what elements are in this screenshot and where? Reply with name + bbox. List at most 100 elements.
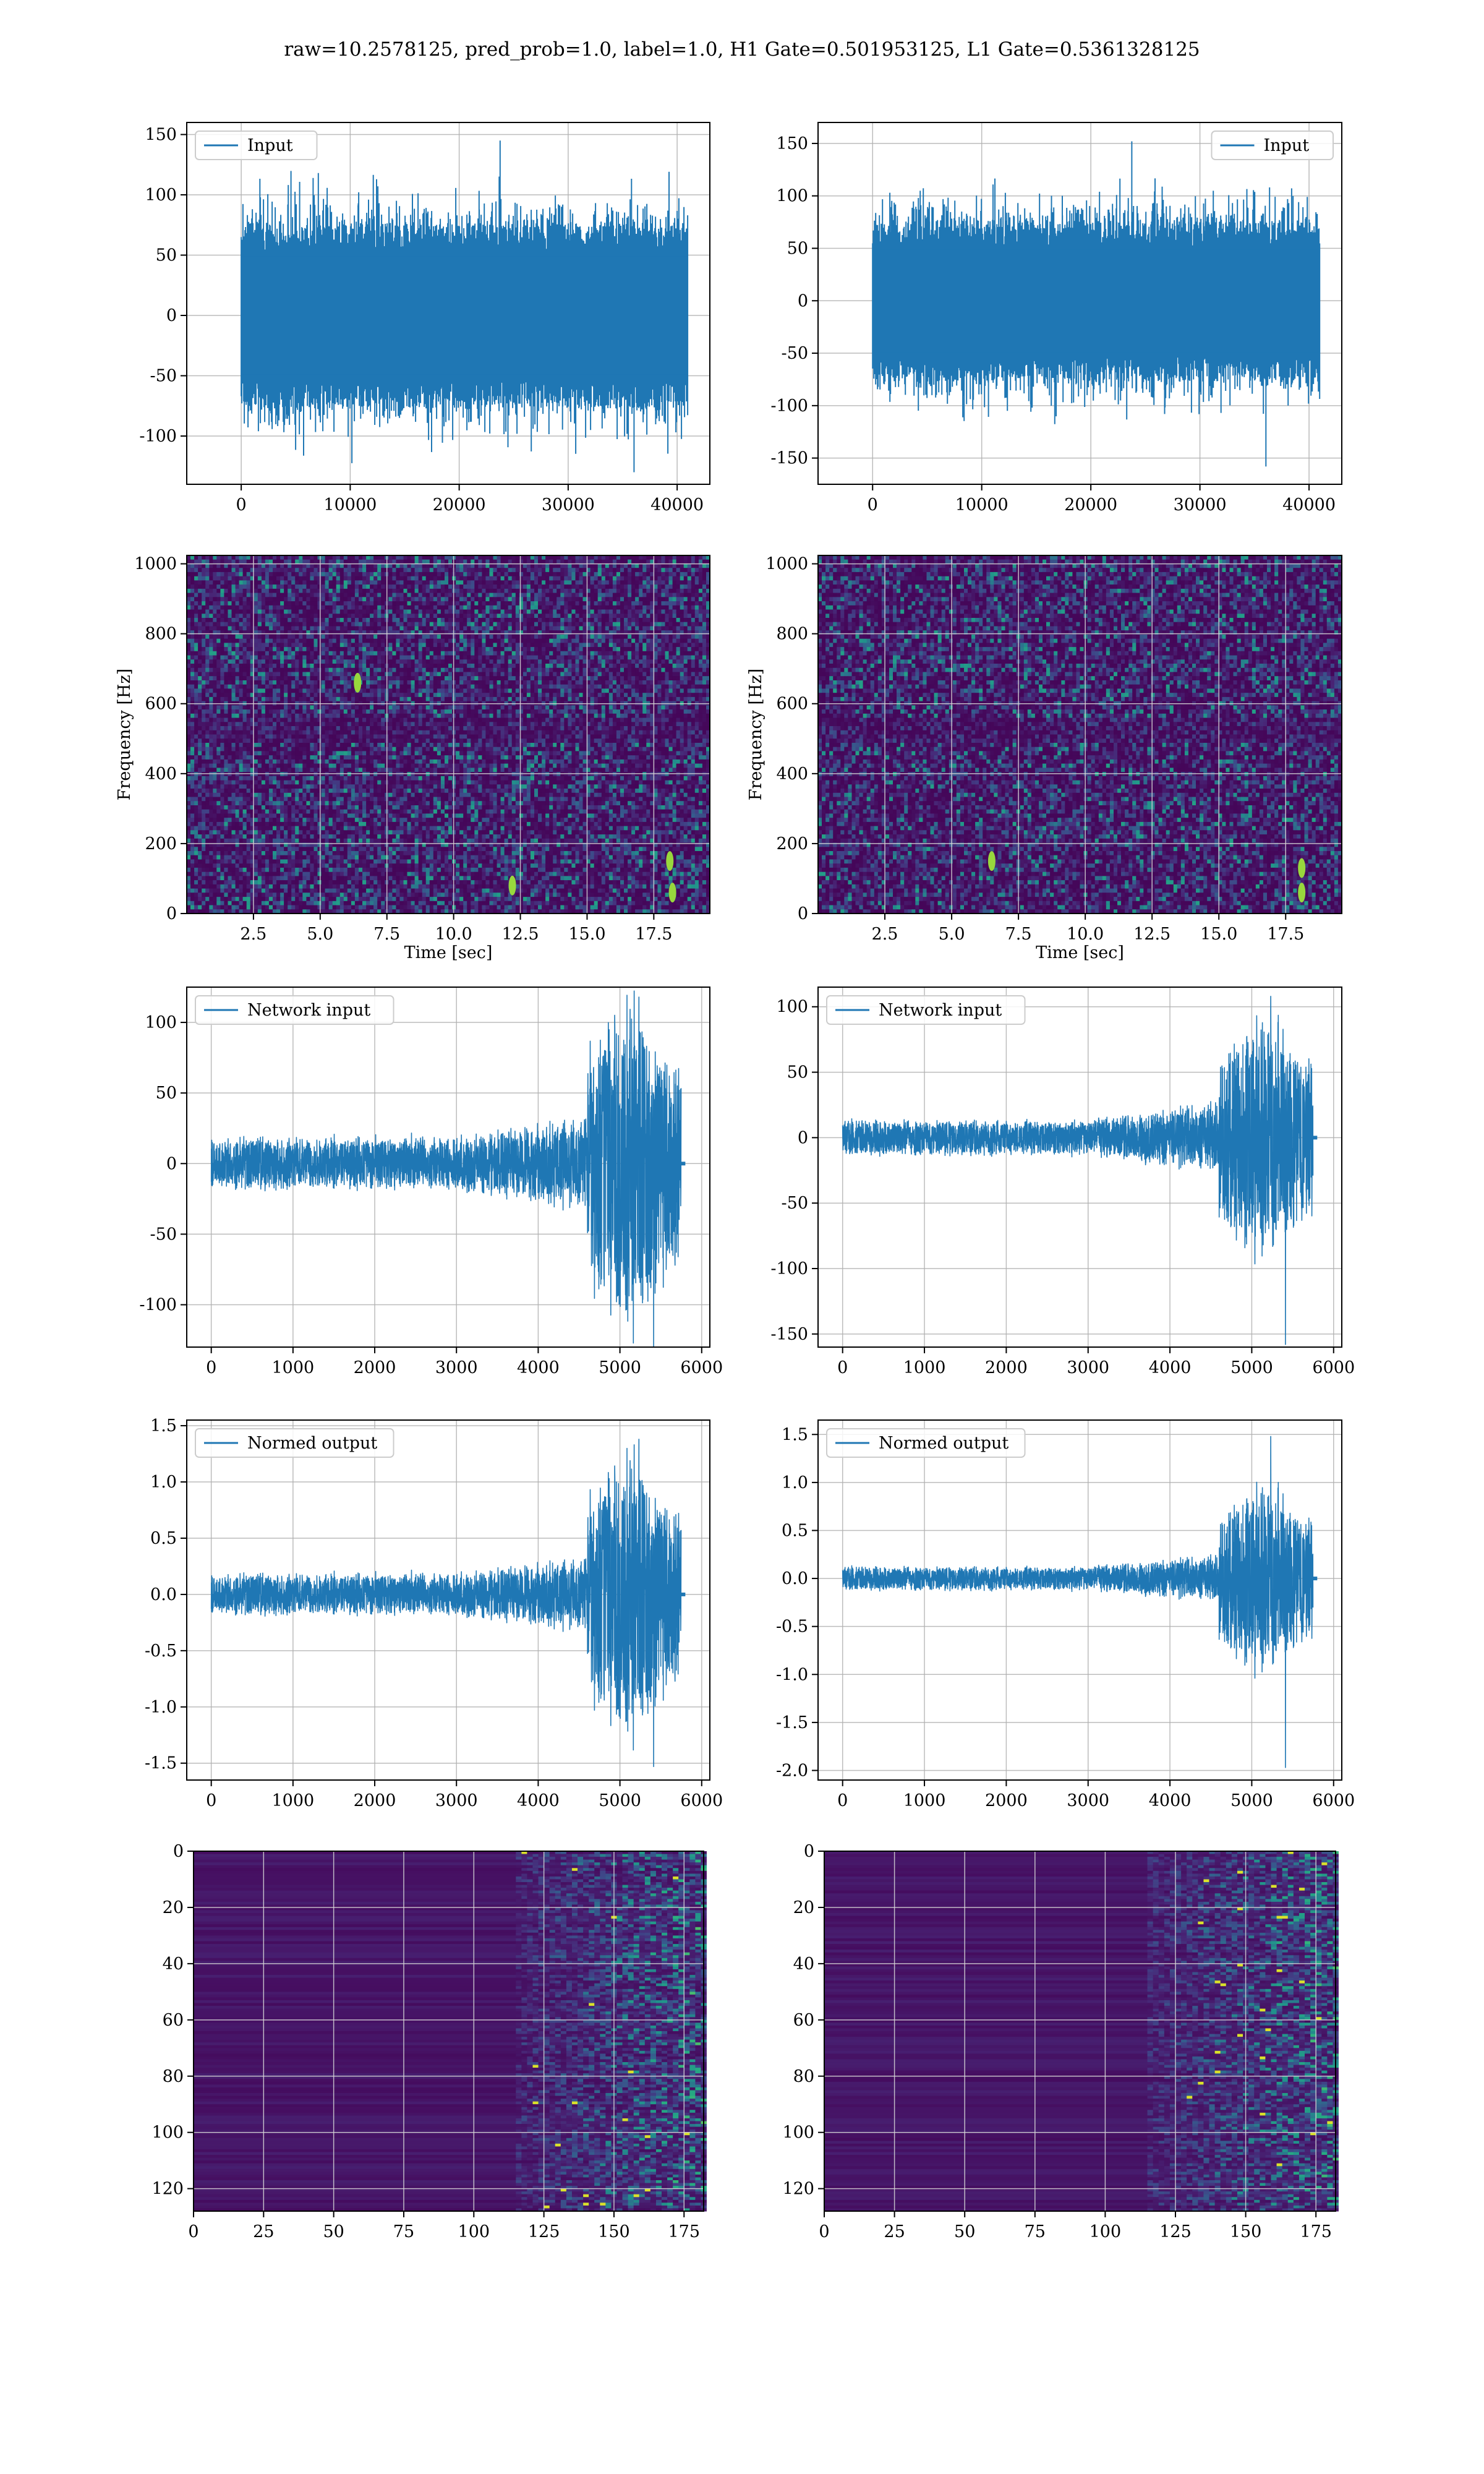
y-tick-label: 0 — [804, 1842, 814, 1861]
y-tick-label: 50 — [156, 246, 177, 265]
x-tick-label: 50 — [323, 2222, 344, 2241]
x-tick-label: 150 — [598, 2222, 630, 2241]
legend-label: Network input — [879, 1001, 1002, 1020]
spectrogram-bright-spot — [988, 851, 996, 871]
y-tick-label: 100 — [782, 2123, 814, 2142]
x-tick-label: 1000 — [903, 1358, 946, 1377]
x-tick-label: 0 — [206, 1791, 216, 1810]
y-tick-label: -100 — [770, 396, 808, 416]
waveform-series-line — [843, 1436, 1313, 1767]
y-tick-label: 1.5 — [782, 1425, 808, 1444]
y-tick-label: 1000 — [134, 555, 177, 574]
y-tick-label: 40 — [163, 1954, 184, 1974]
x-tick-label: 7.5 — [1005, 925, 1032, 944]
y-tick-label: -0.5 — [776, 1617, 808, 1637]
input-series-core — [872, 249, 1320, 352]
y-tick-label: -100 — [770, 1259, 808, 1278]
y-tick-label: -150 — [770, 1325, 808, 1344]
legend: Input — [1212, 131, 1334, 160]
x-tick-label: 12.5 — [1133, 925, 1171, 944]
x-tick-label: 6000 — [680, 1358, 723, 1377]
y-tick-label: 1000 — [765, 555, 808, 574]
x-axis-label: Time [sec] — [404, 943, 493, 962]
legend-label: Network input — [247, 1001, 370, 1020]
y-tick-label: 600 — [776, 695, 808, 714]
y-tick-label: 60 — [793, 2011, 814, 2030]
spectrogram-bright-spot — [509, 876, 516, 896]
spectrogram-image — [818, 555, 1342, 914]
spectrogram-bright-spot — [354, 673, 361, 693]
y-tick-label: 100 — [145, 1013, 177, 1032]
x-tick-label: 0 — [236, 495, 247, 515]
waveform-series-line — [843, 996, 1313, 1345]
y-tick-label: -100 — [139, 1296, 177, 1315]
x-tick-label: 40000 — [1282, 495, 1336, 515]
y-tick-label: -50 — [150, 367, 177, 386]
x-tick-label: 6000 — [680, 1791, 723, 1810]
y-tick-label: -100 — [139, 427, 177, 446]
y-tick-label: 100 — [776, 998, 808, 1017]
x-tick-label: 10000 — [323, 495, 377, 515]
y-tick-label: 80 — [163, 2067, 184, 2086]
y-tick-label: 0 — [166, 904, 177, 923]
y-tick-label: 0 — [173, 1842, 184, 1861]
legend-label: Input — [1264, 136, 1310, 155]
y-tick-label: 800 — [145, 625, 177, 644]
x-tick-label: 100 — [1090, 2222, 1122, 2241]
legend-label: Input — [247, 136, 293, 155]
spectrogram-image — [187, 555, 710, 914]
x-tick-label: 1000 — [271, 1358, 314, 1377]
x-tick-label: 40000 — [650, 495, 704, 515]
x-tick-label: 2000 — [985, 1791, 1028, 1810]
y-tick-label: -2.0 — [776, 1761, 808, 1780]
y-tick-label: 100 — [151, 2123, 184, 2142]
x-tick-label: 3000 — [1067, 1358, 1109, 1377]
x-tick-label: 125 — [528, 2222, 560, 2241]
y-tick-label: 0 — [166, 1154, 177, 1173]
y-tick-label: 200 — [776, 834, 808, 854]
spectrogram-bright-spot — [669, 883, 676, 902]
y-axis-label: Frequency [Hz] — [115, 669, 134, 800]
x-tick-label: 15.0 — [1200, 925, 1237, 944]
x-tick-label: 0 — [188, 2222, 198, 2241]
y-tick-label: 150 — [776, 134, 808, 153]
x-tick-label: 100 — [458, 2222, 490, 2241]
y-tick-label: -50 — [150, 1225, 177, 1244]
x-tick-label: 30000 — [542, 495, 595, 515]
y-tick-label: 100 — [145, 186, 177, 205]
x-tick-label: 2000 — [985, 1358, 1028, 1377]
x-tick-label: 25 — [253, 2222, 274, 2241]
y-tick-label: 1.5 — [150, 1416, 177, 1436]
y-tick-label: -1.5 — [776, 1713, 808, 1732]
y-tick-label: 0 — [798, 1128, 808, 1147]
x-tick-label: 3000 — [435, 1791, 478, 1810]
spectrogram-bright-spot — [666, 851, 673, 871]
x-tick-label: 10.0 — [435, 925, 472, 944]
x-tick-label: 125 — [1159, 2222, 1192, 2241]
h1-normed-output-plot: 0 1000 2000 3000 4000 5000 6000-1.5-1.0-0.50.0… — [145, 1416, 723, 1810]
h1-network-input-plot: 0 1000 2000 3000 4000 5000 6000-100-50050100Ne… — [139, 987, 723, 1377]
x-tick-label: 4000 — [517, 1791, 560, 1810]
y-tick-label: 0 — [798, 291, 808, 310]
l1-input-plot: 0 10000 20000 30000 40000-150-100-5005010015… — [770, 122, 1342, 515]
waveform-series-line — [211, 991, 681, 1347]
x-tick-label: 175 — [668, 2222, 700, 2241]
y-tick-label: -1.5 — [145, 1754, 177, 1773]
legend: Input — [195, 131, 317, 160]
x-tick-label: 17.5 — [1267, 925, 1304, 944]
waveform-series-line — [211, 1439, 681, 1766]
x-tick-label: 5.0 — [307, 925, 333, 944]
x-tick-label: 0 — [868, 495, 878, 515]
l1-spectrogram-plot: 2.5 5.0 7.5 10.0 12.5 15.0 17.5020040060080010… — [746, 555, 1342, 962]
y-axis-label: Frequency [Hz] — [746, 669, 765, 800]
x-tick-label: 5000 — [599, 1358, 641, 1377]
x-tick-label: 10.0 — [1067, 925, 1104, 944]
x-tick-label: 0 — [837, 1358, 848, 1377]
y-tick-label: 0 — [798, 904, 808, 923]
x-tick-label: 75 — [393, 2222, 414, 2241]
l1-network-input-plot: 0 1000 2000 3000 4000 5000 6000-150-100-500501… — [770, 987, 1355, 1377]
l1-normed-output-plot: 0 1000 2000 3000 4000 5000 6000-2.0-1.5-1.0-0.… — [776, 1420, 1355, 1810]
input-series-core — [241, 256, 688, 374]
